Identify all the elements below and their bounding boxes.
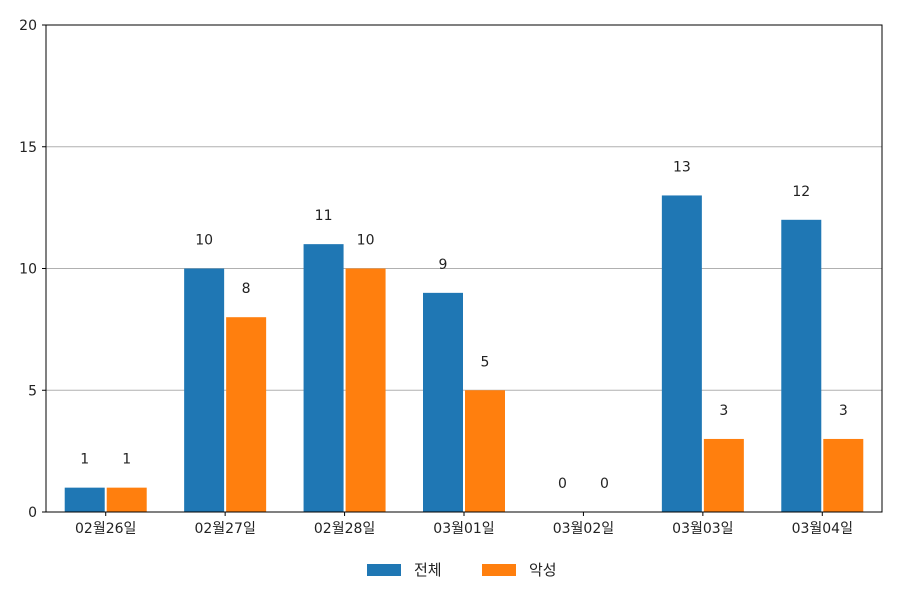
data-label: 5	[481, 354, 490, 370]
bar-total	[661, 195, 702, 512]
legend-label: 악성	[529, 561, 557, 579]
bar-malicious	[823, 438, 864, 512]
data-label: 11	[315, 208, 333, 224]
y-tick-label: 20	[19, 18, 37, 34]
y-tick-label: 10	[19, 262, 37, 278]
x-axis: 02월26일 02월27일 02월28일 03월01일 03월02일 03월03일 03월0…	[75, 512, 853, 537]
data-label: 10	[357, 233, 375, 249]
legend: 전체 악성	[367, 561, 557, 579]
x-tick-label: 03월04일	[792, 521, 853, 537]
x-tick-label: 02월26일	[75, 521, 136, 537]
bar-malicious	[106, 487, 147, 512]
legend-swatch	[367, 564, 401, 576]
x-tick-label: 03월03일	[672, 521, 733, 537]
bar-malicious	[703, 438, 744, 512]
bar-total	[64, 487, 105, 512]
legend-label: 전체	[414, 561, 442, 579]
data-label: 9	[439, 257, 448, 273]
data-label: 10	[195, 233, 213, 249]
y-tick-label: 15	[19, 140, 37, 156]
bar-total	[423, 292, 463, 512]
y-tick-label: 0	[28, 505, 37, 521]
x-tick-label: 03월02일	[553, 521, 614, 537]
data-label: 0	[558, 476, 567, 492]
gridlines	[46, 146, 882, 391]
data-label: 12	[792, 184, 810, 200]
bar-total	[303, 244, 344, 512]
data-label: 1	[122, 452, 131, 468]
bar-malicious	[345, 268, 386, 512]
x-tick-label: 02월27일	[194, 521, 255, 537]
x-tick-label: 02월28일	[314, 521, 375, 537]
x-tick-label: 03월01일	[433, 521, 494, 537]
bars	[64, 195, 864, 513]
y-tick-label: 5	[28, 383, 37, 399]
data-label: 1	[80, 452, 89, 468]
y-axis: 0 5 10 15 20	[19, 18, 46, 521]
data-label: 3	[719, 403, 728, 419]
bar-total	[781, 219, 822, 513]
legend-swatch	[482, 564, 516, 576]
bar-total	[184, 268, 225, 512]
data-label: 3	[839, 403, 848, 419]
bar-malicious	[465, 390, 505, 512]
bar-malicious	[226, 317, 267, 512]
data-label: 13	[673, 159, 691, 175]
data-label: 8	[242, 281, 251, 297]
data-label: 0	[600, 476, 609, 492]
